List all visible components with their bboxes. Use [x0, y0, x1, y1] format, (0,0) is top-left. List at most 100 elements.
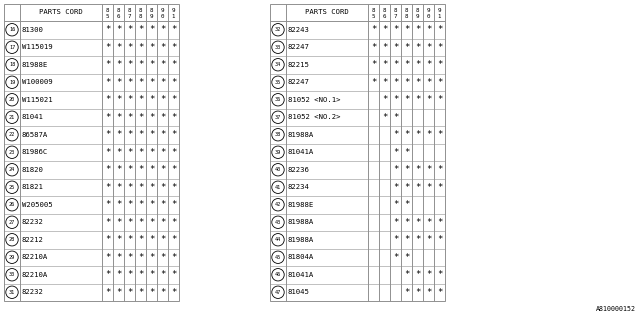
- Text: *: *: [426, 43, 431, 52]
- Text: *: *: [116, 148, 121, 157]
- Text: 5: 5: [372, 13, 375, 19]
- Text: *: *: [127, 253, 132, 262]
- Text: *: *: [127, 43, 132, 52]
- Text: *: *: [160, 200, 165, 209]
- Circle shape: [6, 164, 18, 176]
- Text: *: *: [415, 95, 420, 104]
- Text: *: *: [437, 235, 442, 244]
- Text: *: *: [116, 95, 121, 104]
- Text: 39: 39: [275, 150, 281, 155]
- Text: 82243: 82243: [288, 27, 310, 33]
- Text: 37: 37: [275, 115, 281, 120]
- Text: *: *: [371, 78, 376, 87]
- Text: *: *: [116, 183, 121, 192]
- Text: *: *: [437, 43, 442, 52]
- Text: 9: 9: [416, 13, 419, 19]
- Text: *: *: [393, 165, 398, 174]
- Text: 8: 8: [139, 13, 142, 19]
- Text: *: *: [382, 60, 387, 69]
- Text: *: *: [437, 95, 442, 104]
- Text: 6: 6: [116, 13, 120, 19]
- Circle shape: [6, 268, 18, 281]
- Text: *: *: [116, 165, 121, 174]
- Text: *: *: [149, 270, 154, 279]
- Text: *: *: [171, 183, 176, 192]
- Text: *: *: [105, 113, 110, 122]
- Text: *: *: [116, 218, 121, 227]
- Text: *: *: [138, 235, 143, 244]
- Text: 81052 <NO.1>: 81052 <NO.1>: [288, 97, 340, 103]
- Text: *: *: [393, 78, 398, 87]
- Circle shape: [6, 234, 18, 246]
- Text: *: *: [138, 43, 143, 52]
- Text: *: *: [116, 43, 121, 52]
- Text: *: *: [138, 148, 143, 157]
- Text: *: *: [171, 113, 176, 122]
- Text: *: *: [426, 235, 431, 244]
- Text: 0: 0: [427, 13, 430, 19]
- Text: PARTS CORD: PARTS CORD: [39, 10, 83, 15]
- Text: *: *: [437, 288, 442, 297]
- Text: 6: 6: [383, 13, 387, 19]
- Circle shape: [6, 251, 18, 263]
- Text: 17: 17: [9, 45, 15, 50]
- Text: *: *: [426, 78, 431, 87]
- Text: *: *: [127, 288, 132, 297]
- Text: 82232: 82232: [22, 219, 44, 225]
- Text: *: *: [105, 43, 110, 52]
- Text: *: *: [116, 288, 121, 297]
- Text: *: *: [404, 43, 409, 52]
- Text: 35: 35: [275, 80, 281, 85]
- Text: 1: 1: [172, 13, 175, 19]
- Text: 23: 23: [9, 150, 15, 155]
- Text: *: *: [149, 200, 154, 209]
- Text: *: *: [149, 183, 154, 192]
- Text: *: *: [404, 200, 409, 209]
- Text: 81041A: 81041A: [288, 272, 314, 278]
- Text: 28: 28: [9, 237, 15, 242]
- Text: 81052 <NO.2>: 81052 <NO.2>: [288, 114, 340, 120]
- Text: *: *: [426, 270, 431, 279]
- Text: 81988E: 81988E: [22, 62, 48, 68]
- Text: *: *: [116, 25, 121, 34]
- Text: *: *: [149, 130, 154, 139]
- Text: *: *: [437, 218, 442, 227]
- Text: *: *: [160, 95, 165, 104]
- Text: *: *: [426, 25, 431, 34]
- Text: *: *: [149, 43, 154, 52]
- Text: *: *: [437, 270, 442, 279]
- Text: 45: 45: [275, 255, 281, 260]
- Text: *: *: [426, 288, 431, 297]
- Text: 5: 5: [106, 13, 109, 19]
- Text: *: *: [171, 78, 176, 87]
- Text: *: *: [127, 130, 132, 139]
- Text: *: *: [393, 235, 398, 244]
- Text: *: *: [138, 60, 143, 69]
- Circle shape: [272, 24, 284, 36]
- Text: 25: 25: [9, 185, 15, 190]
- Text: 7: 7: [128, 13, 131, 19]
- Text: *: *: [160, 148, 165, 157]
- Text: *: *: [149, 60, 154, 69]
- Text: *: *: [171, 130, 176, 139]
- Text: 20: 20: [9, 97, 15, 102]
- Text: 8: 8: [128, 7, 131, 12]
- Text: *: *: [160, 165, 165, 174]
- Text: 18: 18: [9, 62, 15, 67]
- Text: 40: 40: [275, 167, 281, 172]
- Text: 36: 36: [275, 97, 281, 102]
- Text: *: *: [127, 60, 132, 69]
- Text: 82247: 82247: [288, 79, 310, 85]
- Text: *: *: [171, 270, 176, 279]
- Text: *: *: [393, 130, 398, 139]
- Text: 34: 34: [275, 62, 281, 67]
- Text: *: *: [393, 113, 398, 122]
- Text: 26: 26: [9, 202, 15, 207]
- Text: 81988E: 81988E: [288, 202, 314, 208]
- Text: *: *: [160, 25, 165, 34]
- Text: *: *: [404, 130, 409, 139]
- Text: 9: 9: [161, 7, 164, 12]
- Text: *: *: [415, 288, 420, 297]
- Text: *: *: [149, 218, 154, 227]
- Text: *: *: [138, 253, 143, 262]
